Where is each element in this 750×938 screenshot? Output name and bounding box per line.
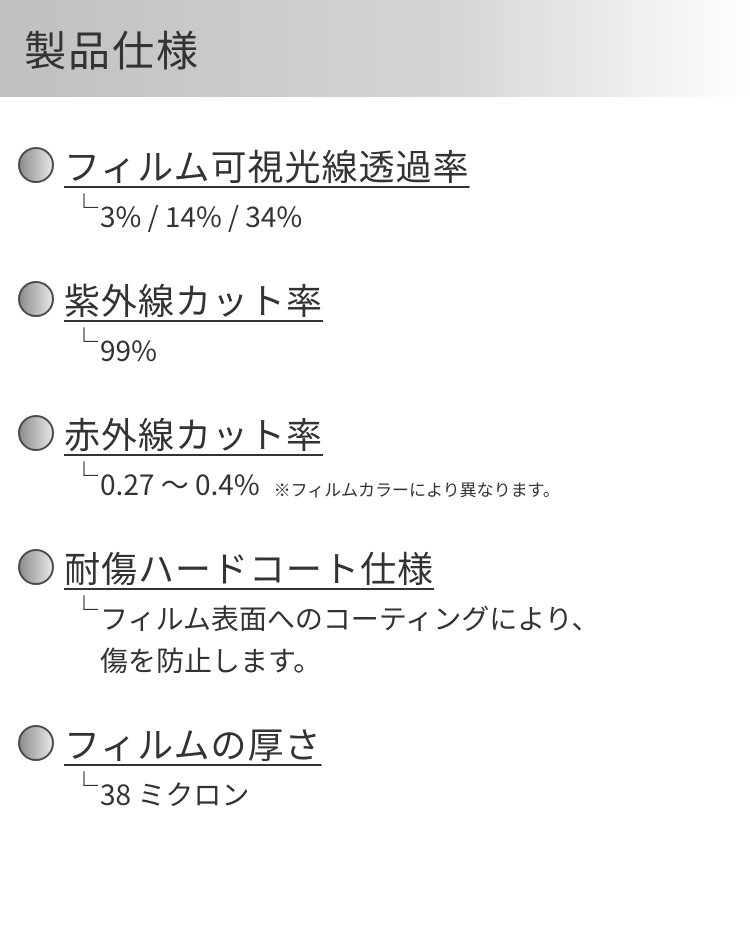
spec-content: フィルム可視光線透過率 └ 3% / 14% / 34% [64,139,734,237]
spec-value-row: └ 3% / 14% / 34% [64,195,734,237]
spec-content: 赤外線カット率 └ 0.27 〜 0.4% ※フィルムカラーにより異なります。 [64,407,734,505]
bullet-icon [16,413,56,458]
bullet-icon [16,723,56,768]
spec-item: 紫外線カット率 └ 99% [16,273,734,371]
corner-mark-icon: └ [70,595,98,623]
spec-value: 38 ミクロン [100,773,249,815]
spec-content: 紫外線カット率 └ 99% [64,273,734,371]
corner-mark-icon: └ [70,771,98,799]
value-with-note: 0.27 〜 0.4% ※フィルムカラーにより異なります。 [100,463,560,505]
spec-content: 耐傷ハードコート仕様 └ フィルム表面へのコーティングにより、 傷を防止します。 [64,541,734,681]
spec-note: ※フィルムカラーにより異なります。 [274,476,560,501]
spec-title: 赤外線カット率 [64,407,734,459]
spec-value-row: └ 38 ミクロン [64,773,734,815]
spec-title: フィルム可視光線透過率 [64,139,734,191]
corner-mark-icon: └ [70,461,98,489]
spec-title: 紫外線カット率 [64,273,734,325]
spec-value: 3% / 14% / 34% [100,195,302,237]
spec-value-row: └ フィルム表面へのコーティングにより、 傷を防止します。 [64,597,734,681]
corner-mark-icon: └ [70,327,98,355]
spec-value-row: └ 0.27 〜 0.4% ※フィルムカラーにより異なります。 [64,463,734,505]
spec-value: フィルム表面へのコーティングにより、 傷を防止します。 [100,597,600,681]
spec-value-row: └ 99% [64,329,734,371]
spec-value: 0.27 〜 0.4% [100,463,260,505]
bullet-icon [16,145,56,190]
spec-list: フィルム可視光線透過率 └ 3% / 14% / 34% 紫外線カット率 └ 9… [0,139,750,815]
spec-content: フィルムの厚さ └ 38 ミクロン [64,717,734,815]
spec-item: 耐傷ハードコート仕様 └ フィルム表面へのコーティングにより、 傷を防止します。 [16,541,734,681]
page-title: 製品仕様 [24,18,726,79]
bullet-icon [16,547,56,592]
spec-item: フィルム可視光線透過率 └ 3% / 14% / 34% [16,139,734,237]
header-bar: 製品仕様 [0,0,750,97]
spec-title: フィルムの厚さ [64,717,734,769]
spec-value: 99% [100,329,157,371]
spec-title: 耐傷ハードコート仕様 [64,541,734,593]
bullet-icon [16,279,56,324]
spec-item: 赤外線カット率 └ 0.27 〜 0.4% ※フィルムカラーにより異なります。 [16,407,734,505]
spec-item: フィルムの厚さ └ 38 ミクロン [16,717,734,815]
corner-mark-icon: └ [70,193,98,221]
